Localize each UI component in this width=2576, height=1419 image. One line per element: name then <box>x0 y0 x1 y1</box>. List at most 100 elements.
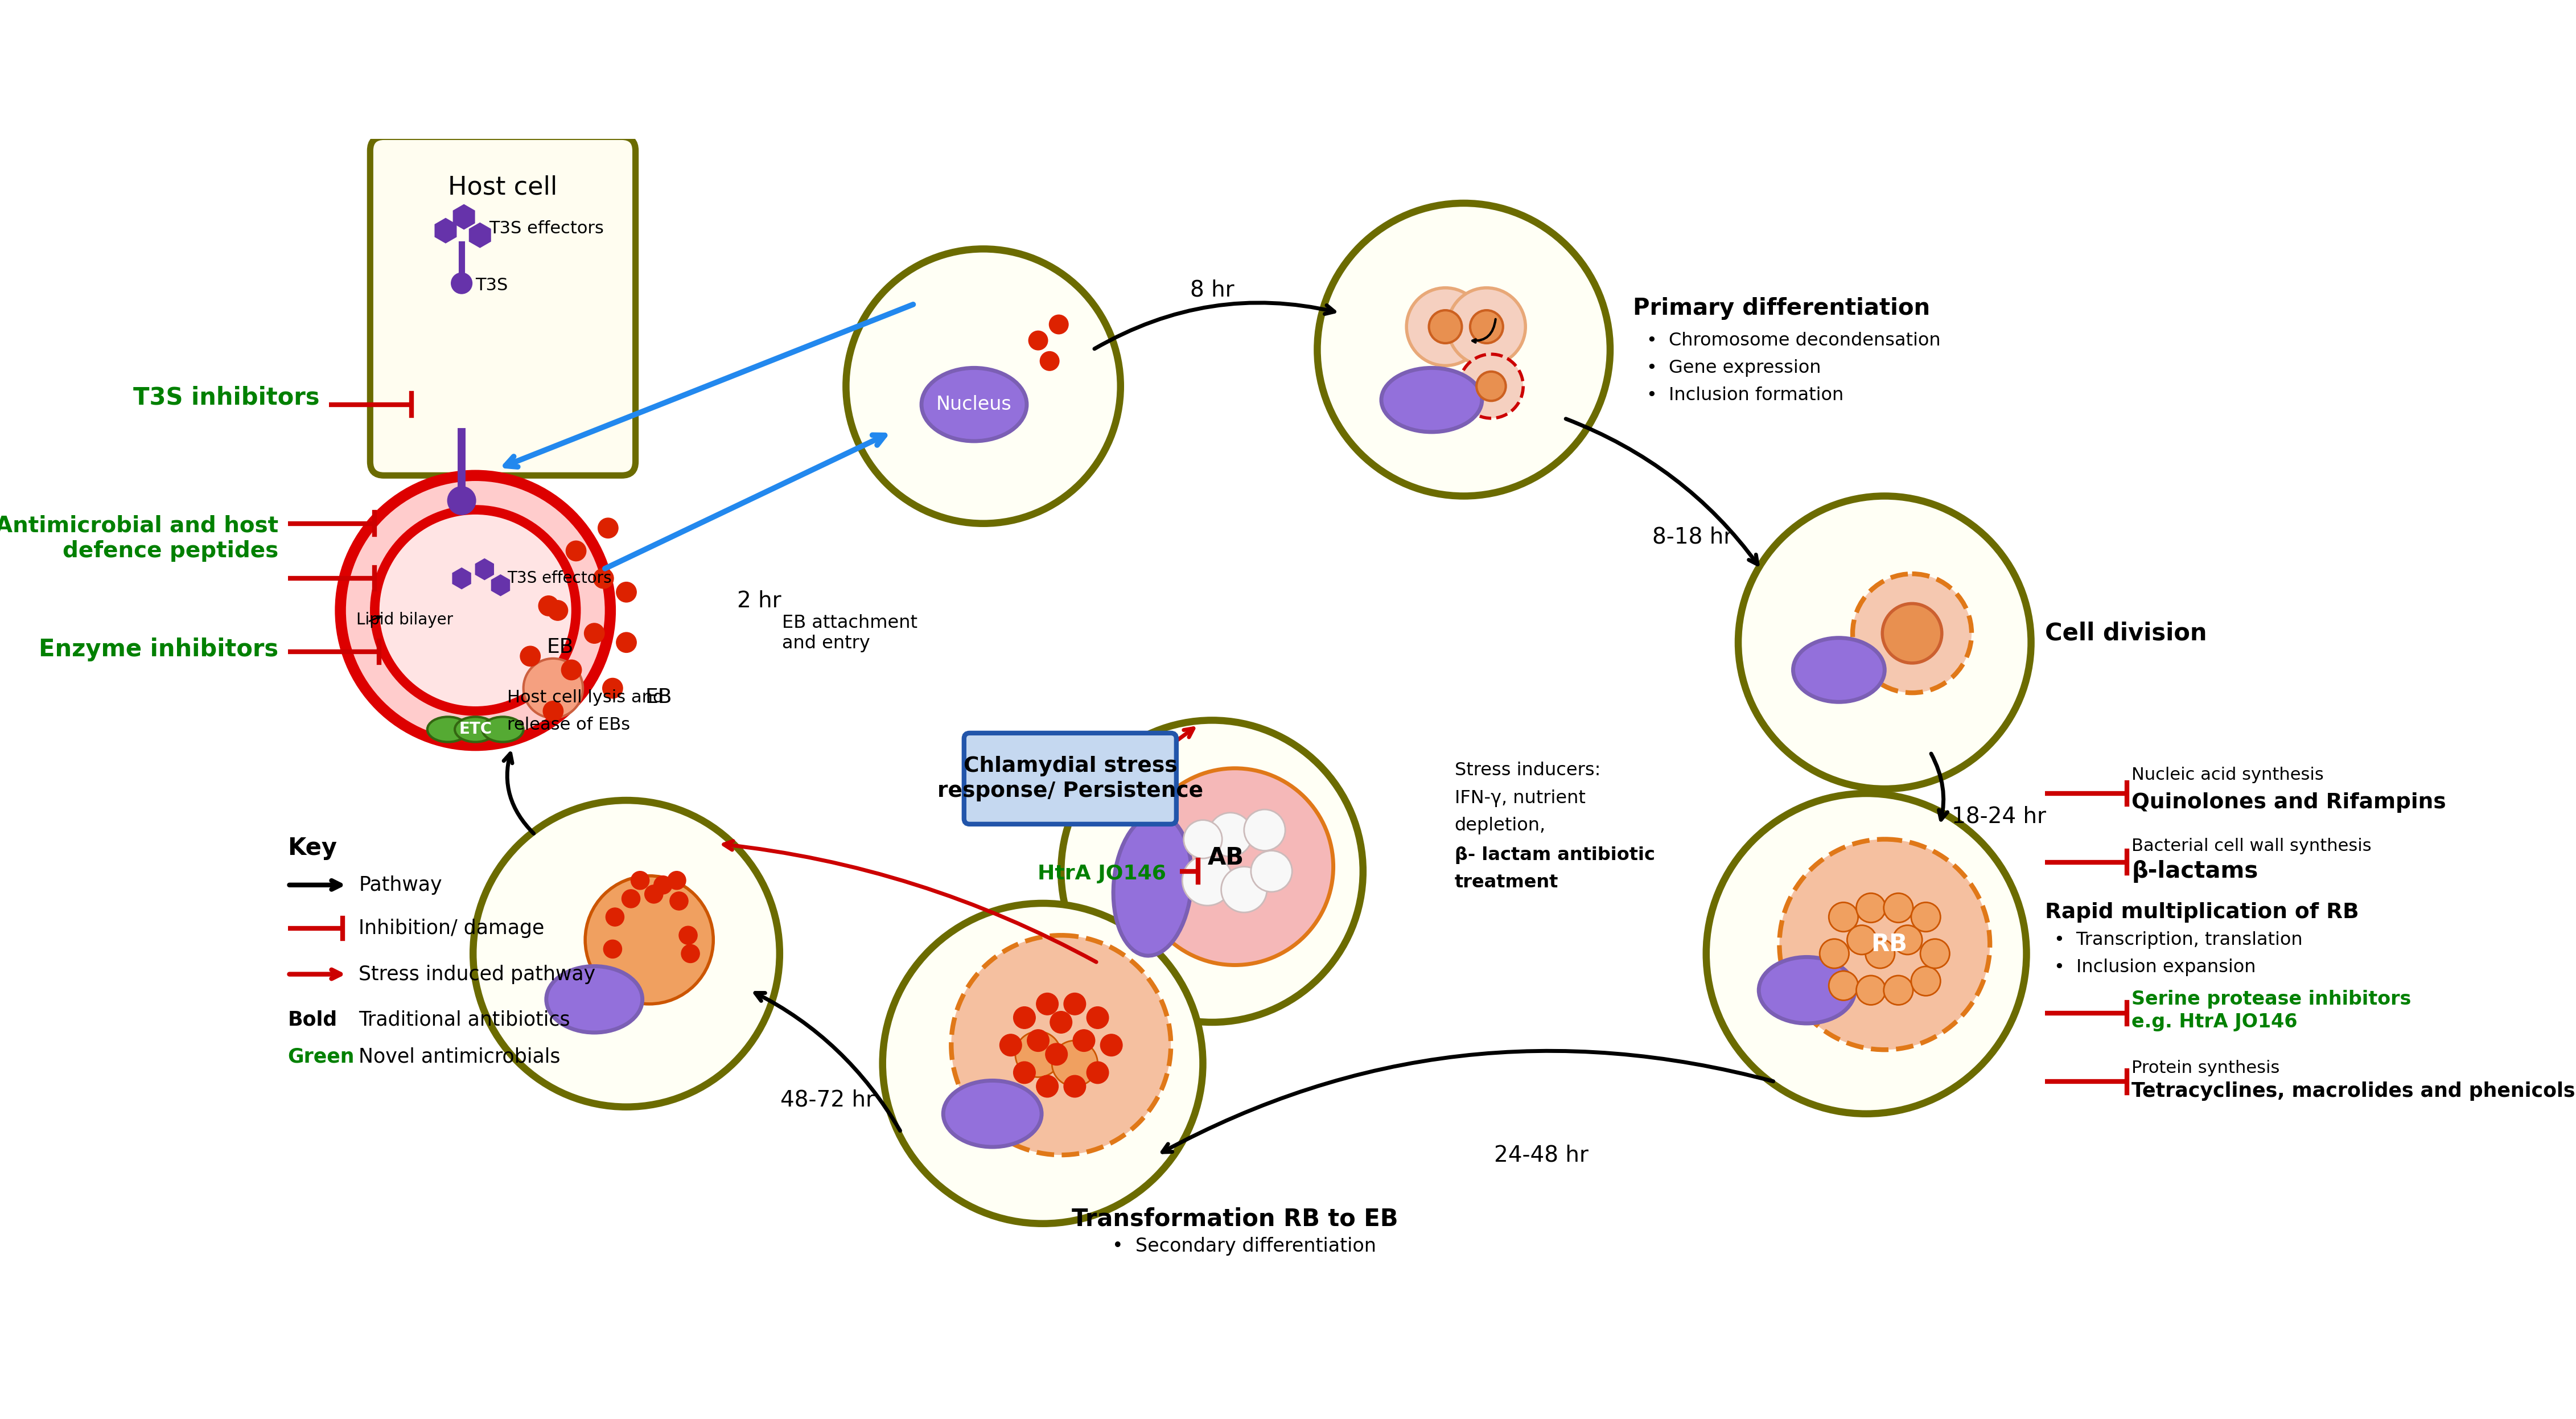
Text: Cell division: Cell division <box>2045 622 2208 646</box>
Text: 18-24 hr: 18-24 hr <box>1953 806 2045 827</box>
Circle shape <box>1051 1040 1097 1087</box>
Circle shape <box>1471 311 1502 343</box>
Text: 24-48 hr: 24-48 hr <box>1494 1144 1589 1166</box>
Text: Inhibition/ damage: Inhibition/ damage <box>358 918 544 938</box>
Circle shape <box>1046 1043 1066 1066</box>
Circle shape <box>644 885 662 904</box>
Circle shape <box>448 487 477 514</box>
Text: •  Chromosome decondensation: • Chromosome decondensation <box>1646 332 1940 349</box>
Circle shape <box>616 633 636 653</box>
Circle shape <box>592 569 613 589</box>
Text: e.g. HtrA JO146: e.g. HtrA JO146 <box>2133 1013 2298 1032</box>
Circle shape <box>1829 902 1857 932</box>
Text: ETC: ETC <box>459 721 492 738</box>
Text: AB: AB <box>1208 846 1244 870</box>
Circle shape <box>670 893 688 910</box>
Ellipse shape <box>1113 815 1193 956</box>
Circle shape <box>523 658 582 718</box>
Text: Serine protease inhibitors: Serine protease inhibitors <box>2133 990 2411 1009</box>
Text: 48-72 hr: 48-72 hr <box>781 1090 876 1111</box>
Text: Protein synthesis: Protein synthesis <box>2133 1060 2280 1076</box>
Text: EB: EB <box>644 688 672 707</box>
Text: Key: Key <box>289 836 337 860</box>
Circle shape <box>999 1034 1023 1056</box>
Text: Bacterial cell wall synthesis: Bacterial cell wall synthesis <box>2133 837 2372 854</box>
Text: depletion,: depletion, <box>1455 817 1546 834</box>
Circle shape <box>1087 1006 1108 1029</box>
Circle shape <box>1430 311 1461 343</box>
Circle shape <box>1865 939 1896 968</box>
Circle shape <box>340 475 611 745</box>
Text: T3S effectors: T3S effectors <box>489 220 603 237</box>
Text: EB: EB <box>546 637 574 657</box>
Text: Pathway: Pathway <box>358 876 443 894</box>
Circle shape <box>603 678 623 698</box>
Circle shape <box>1074 1030 1095 1051</box>
Circle shape <box>1244 809 1285 850</box>
Text: Stress inducers:: Stress inducers: <box>1455 762 1600 779</box>
Text: Novel antimicrobials: Novel antimicrobials <box>358 1047 562 1066</box>
Text: Lipid bilayer: Lipid bilayer <box>355 612 453 627</box>
Text: Nucleic acid synthesis: Nucleic acid synthesis <box>2133 766 2324 783</box>
Circle shape <box>1476 372 1507 400</box>
Circle shape <box>1015 1032 1061 1077</box>
Text: Nucleus: Nucleus <box>935 394 1012 414</box>
Circle shape <box>1911 966 1940 996</box>
Text: Transformation RB to EB: Transformation RB to EB <box>1072 1208 1399 1230</box>
Text: release of EBs: release of EBs <box>507 717 631 734</box>
Circle shape <box>1028 1030 1048 1051</box>
Circle shape <box>1819 939 1850 968</box>
Text: HtrA JO146: HtrA JO146 <box>1038 864 1167 883</box>
Circle shape <box>1064 1076 1084 1097</box>
Circle shape <box>1406 288 1484 366</box>
Circle shape <box>884 904 1203 1223</box>
Circle shape <box>1100 1034 1123 1056</box>
Ellipse shape <box>943 1081 1041 1147</box>
Circle shape <box>1316 203 1610 497</box>
Circle shape <box>1087 1061 1108 1084</box>
Circle shape <box>1028 331 1048 349</box>
Text: Green: Green <box>289 1047 355 1066</box>
Circle shape <box>598 518 618 538</box>
Circle shape <box>1051 1012 1072 1033</box>
Circle shape <box>680 945 701 962</box>
Circle shape <box>1036 1076 1059 1097</box>
Circle shape <box>1182 820 1221 858</box>
Circle shape <box>1739 497 2030 789</box>
Circle shape <box>562 660 582 680</box>
Circle shape <box>1919 939 1950 968</box>
Text: β-lactams: β-lactams <box>2133 860 2259 883</box>
Circle shape <box>374 509 577 711</box>
Circle shape <box>1012 1061 1036 1084</box>
Circle shape <box>1852 573 1971 692</box>
Text: Rapid multiplication of RB: Rapid multiplication of RB <box>2045 902 2360 922</box>
Circle shape <box>1041 352 1059 370</box>
Text: EB attachment
and entry: EB attachment and entry <box>783 614 917 653</box>
Circle shape <box>951 935 1172 1155</box>
Text: defence peptides: defence peptides <box>62 541 278 562</box>
Text: Host cell: Host cell <box>448 175 556 200</box>
Circle shape <box>680 927 698 945</box>
Text: Host cell lysis and: Host cell lysis and <box>507 690 665 705</box>
Circle shape <box>1857 976 1886 1005</box>
Text: Traditional antibiotics: Traditional antibiotics <box>358 1010 569 1030</box>
Circle shape <box>1780 839 1989 1050</box>
Circle shape <box>1883 893 1914 922</box>
Circle shape <box>1705 793 2027 1114</box>
Circle shape <box>1208 813 1252 857</box>
Text: β- lactam antibiotic: β- lactam antibiotic <box>1455 846 1654 864</box>
Circle shape <box>605 908 623 927</box>
Circle shape <box>1883 603 1942 663</box>
Text: T3S inhibitors: T3S inhibitors <box>134 386 319 410</box>
Circle shape <box>1448 288 1525 366</box>
Ellipse shape <box>428 717 469 742</box>
Ellipse shape <box>546 966 641 1033</box>
Circle shape <box>1064 993 1084 1015</box>
Text: •  Gene expression: • Gene expression <box>1646 359 1821 376</box>
Text: T3S effectors: T3S effectors <box>507 570 613 586</box>
Circle shape <box>538 596 559 616</box>
Circle shape <box>1182 856 1234 905</box>
Text: 8-18 hr: 8-18 hr <box>1651 526 1734 548</box>
Text: 8 hr: 8 hr <box>1190 280 1234 301</box>
Circle shape <box>631 871 649 890</box>
